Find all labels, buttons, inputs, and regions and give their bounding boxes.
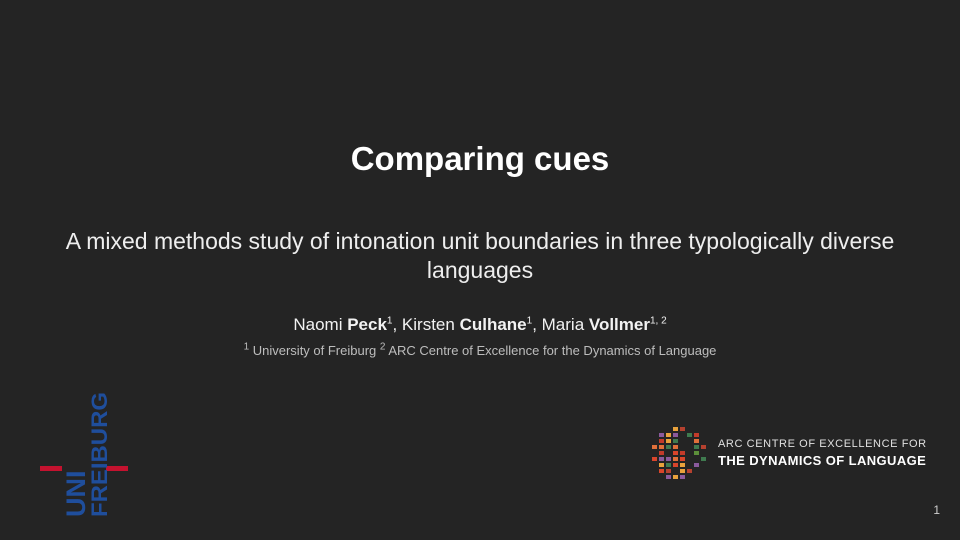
mosaic-tile — [694, 433, 699, 437]
mosaic-tile — [659, 433, 664, 437]
mosaic-tile — [673, 433, 678, 437]
mosaic-tile — [652, 445, 657, 449]
mosaic-tile — [659, 451, 664, 455]
mosaic-tile — [701, 445, 706, 449]
mosaic-tile — [673, 475, 678, 479]
mosaic-tile — [666, 445, 671, 449]
mosaic-tile — [666, 457, 671, 461]
author-first-name: Maria — [541, 315, 589, 334]
mosaic-tile — [666, 469, 671, 473]
mosaic-tile — [659, 463, 664, 467]
arc-centre-logo: ARC CENTRE OF EXCELLENCE FOR THE DYNAMIC… — [650, 426, 940, 482]
author-separator: , — [392, 315, 402, 334]
slide-title: Comparing cues — [350, 140, 610, 177]
svg-text:UNI: UNI — [61, 471, 91, 518]
mosaic-tile — [694, 451, 699, 455]
author-first-name: Kirsten — [401, 315, 460, 334]
page-number: 1 — [933, 503, 940, 517]
mosaic-tile — [687, 433, 692, 437]
uni-freiburg-logo: UNI FREIBURG — [40, 392, 128, 518]
mosaic-tile — [680, 463, 685, 467]
author-3: Maria Vollmer1, 2 — [542, 315, 667, 334]
mosaic-tile — [673, 445, 678, 449]
author-separator: , — [532, 315, 542, 334]
mosaic-tile — [673, 463, 678, 467]
arc-logo-line2: THE DYNAMICS OF LANGUAGE — [718, 453, 927, 468]
mosaic-tile — [666, 439, 671, 443]
mosaic-tile — [673, 451, 678, 455]
mosaic-tile — [666, 463, 671, 467]
mosaic-tile — [666, 475, 671, 479]
mosaic-tile — [673, 457, 678, 461]
affiliation-list: 1 University of Freiburg 2 ARC Centre of… — [0, 341, 960, 358]
mosaic-tile — [673, 439, 678, 443]
slide-subtitle: A mixed methods study of intonation unit… — [65, 228, 895, 283]
mosaic-tile — [680, 469, 685, 473]
affiliation-marker: 2 — [379, 341, 386, 353]
mosaic-tile — [652, 457, 657, 461]
author-affiliation-marker: 1 — [386, 315, 393, 327]
mosaic-tile — [659, 439, 664, 443]
affiliation-name: ARC Centre of Excellence for the Dynamic… — [385, 343, 717, 358]
mosaic-tile — [680, 475, 685, 479]
arc-logo-line1: ARC CENTRE OF EXCELLENCE FOR — [718, 438, 927, 450]
mosaic-tile — [659, 445, 664, 449]
mosaic-tile — [701, 457, 706, 461]
mosaic-tile — [694, 439, 699, 443]
author-first-name: Naomi — [293, 315, 348, 334]
mosaic-tile — [673, 427, 678, 431]
affiliation-marker: 1 — [243, 341, 250, 353]
author-last-name: Vollmer — [588, 315, 650, 334]
author-list: Naomi Peck1, Kirsten Culhane1, Maria Vol… — [0, 315, 960, 335]
mosaic-tile — [694, 463, 699, 467]
svg-text:FREIBURG: FREIBURG — [87, 392, 112, 517]
author-1: Naomi Peck1, — [293, 315, 402, 334]
author-last-name: Peck — [347, 315, 387, 334]
affiliation-name: University of Freiburg — [249, 343, 380, 358]
mosaic-tile — [680, 427, 685, 431]
mosaic-tile — [659, 457, 664, 461]
mosaic-tile — [687, 469, 692, 473]
author-affiliation-marker: 1, 2 — [649, 315, 667, 327]
mosaic-tile — [694, 445, 699, 449]
arc-mosaic-icon — [652, 427, 706, 479]
mosaic-tile — [659, 469, 664, 473]
author-2: Kirsten Culhane1, — [402, 315, 542, 334]
mosaic-tile — [680, 451, 685, 455]
mosaic-tile — [680, 457, 685, 461]
author-affiliation-marker: 1 — [526, 315, 533, 327]
mosaic-tile — [666, 433, 671, 437]
author-last-name: Culhane — [459, 315, 527, 334]
